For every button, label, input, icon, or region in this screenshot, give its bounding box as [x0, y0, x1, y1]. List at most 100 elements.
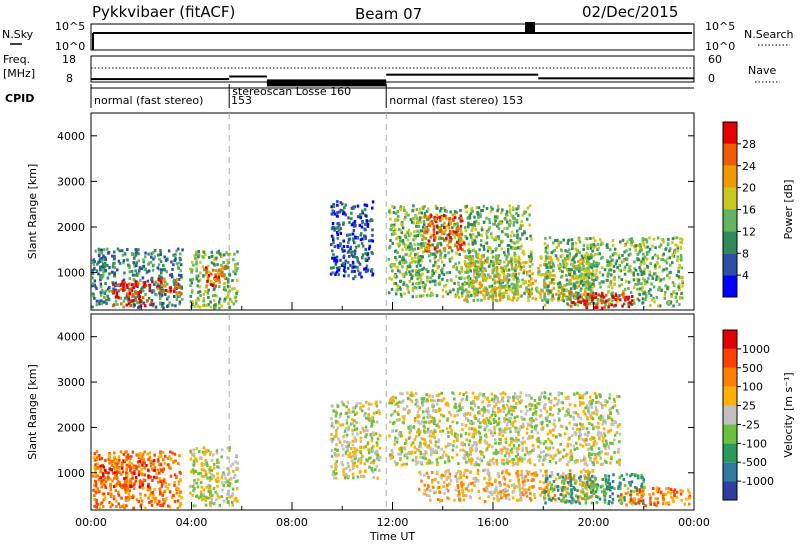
data-cell	[480, 284, 483, 288]
data-cell	[545, 288, 549, 292]
data-cell	[458, 253, 461, 256]
data-cell	[531, 262, 534, 266]
data-cell	[159, 487, 162, 491]
data-cell	[396, 269, 400, 273]
data-cell	[630, 299, 634, 303]
data-cell	[218, 280, 221, 284]
data-cell	[550, 298, 554, 302]
data-cell	[488, 285, 491, 289]
data-cell	[148, 451, 152, 455]
data-cell	[678, 302, 681, 306]
data-cell	[342, 268, 346, 272]
data-cell	[93, 260, 96, 264]
data-cell	[139, 278, 142, 282]
data-cell	[524, 279, 527, 283]
data-cell	[657, 276, 661, 280]
data-cell	[148, 493, 152, 497]
data-cell	[574, 461, 578, 464]
data-cell	[514, 263, 518, 267]
data-cell	[448, 271, 451, 274]
data-cell	[437, 282, 440, 286]
data-cell	[354, 413, 357, 417]
data-cell	[194, 256, 197, 260]
data-cell	[587, 266, 590, 270]
data-cell	[597, 246, 600, 250]
data-cell	[525, 449, 529, 453]
data-cell	[589, 458, 592, 462]
data-cell	[108, 501, 111, 504]
data-cell	[393, 282, 396, 285]
data-cell	[580, 279, 584, 283]
data-cell	[623, 243, 627, 247]
data-cell	[476, 260, 480, 264]
data-cell	[143, 478, 147, 482]
data-cell	[430, 419, 433, 423]
data-cell	[604, 299, 608, 303]
data-cell	[207, 273, 211, 277]
data-cell	[220, 495, 224, 499]
data-cell	[425, 247, 428, 251]
data-cell	[232, 469, 235, 473]
data-cell	[366, 258, 369, 262]
data-cell	[420, 420, 424, 424]
data-cell	[150, 503, 154, 507]
data-cell	[483, 274, 487, 278]
data-cell	[503, 253, 507, 257]
data-cell	[469, 235, 473, 239]
data-cell	[337, 268, 341, 272]
data-cell	[606, 243, 609, 247]
data-cell	[583, 458, 587, 461]
data-cell	[216, 465, 219, 469]
data-cell	[525, 286, 528, 290]
data-cell	[472, 261, 475, 265]
data-cell	[662, 252, 665, 256]
data-cell	[437, 242, 440, 246]
data-cell	[607, 285, 610, 289]
data-cell	[465, 398, 468, 402]
data-cell	[542, 450, 546, 454]
data-cell	[456, 245, 459, 249]
data-cell	[165, 282, 169, 286]
data-cell	[174, 304, 177, 308]
data-cell	[611, 258, 615, 262]
data-cell	[352, 472, 355, 476]
data-cell	[465, 438, 468, 442]
data-cell	[593, 392, 597, 395]
data-cell	[629, 268, 632, 272]
data-cell	[372, 444, 375, 448]
data-cell	[221, 274, 224, 278]
data-cell	[463, 249, 466, 253]
data-cell	[477, 273, 481, 277]
data-cell	[500, 221, 503, 225]
data-cell	[123, 271, 126, 275]
data-cell	[108, 289, 111, 293]
data-cell	[196, 478, 200, 482]
data-cell	[228, 305, 231, 309]
data-cell	[508, 454, 511, 458]
data-cell	[430, 214, 433, 218]
data-cell	[149, 303, 152, 307]
data-cell	[397, 244, 401, 248]
data-cell	[507, 406, 510, 410]
data-cell	[583, 392, 586, 396]
data-cell	[510, 247, 513, 251]
data-cell	[220, 263, 223, 267]
data-cell	[168, 483, 171, 486]
data-cell	[223, 276, 227, 280]
data-cell	[123, 483, 127, 487]
data-cell	[480, 298, 483, 302]
data-cell	[341, 453, 345, 457]
data-cell	[146, 279, 150, 283]
data-cell	[488, 428, 491, 432]
data-cell	[547, 289, 551, 293]
data-cell	[558, 459, 561, 463]
data-cell	[339, 258, 342, 262]
data-cell	[353, 436, 356, 440]
data-cell	[195, 277, 199, 281]
data-cell	[541, 289, 544, 293]
data-cell	[222, 287, 226, 291]
data-cell	[568, 282, 571, 286]
data-cell	[434, 255, 437, 259]
data-cell	[604, 293, 608, 297]
